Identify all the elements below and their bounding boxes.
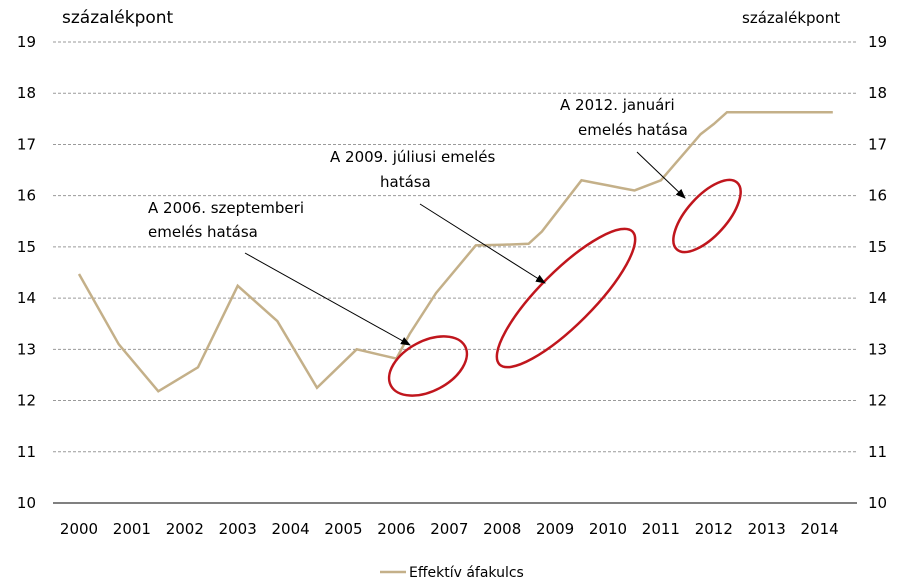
legend: Effektív áfakulcs — [380, 565, 524, 581]
y-tick-label-right: 19 — [868, 33, 887, 51]
y-tick-label-left: 19 — [17, 33, 36, 51]
x-tick-label: 2008 — [483, 520, 521, 538]
y-tick-label-left: 17 — [17, 135, 36, 153]
annotation-2009-line1: A 2009. júliusi emelés — [330, 148, 495, 166]
annotation-arrow-2006 — [244, 252, 411, 346]
y-axis-unit-right: százalékpont — [742, 9, 840, 27]
x-tick-label: 2003 — [219, 520, 257, 538]
x-tick-label: 2011 — [642, 520, 680, 538]
x-axis: 2000 2001 2002 2003 2004 2005 2006 2007 2008 2009… — [53, 502, 857, 538]
y-tick-label-left: 11 — [17, 443, 36, 461]
annotation-2012-line2: emelés hatása — [578, 121, 688, 139]
y-ticks-left: 10 11 12 13 14 15 16 17 18 19 — [17, 33, 36, 512]
highlight-ellipse-2009 — [495, 227, 637, 369]
y-tick-label-right: 17 — [868, 135, 887, 153]
x-tick-label: 2005 — [324, 520, 362, 538]
x-tick-label: 2013 — [748, 520, 786, 538]
y-tick-label-right: 10 — [868, 494, 887, 512]
y-tick-label-right: 18 — [868, 84, 887, 102]
annotation-2012-line1: A 2012. januári — [560, 96, 675, 114]
y-tick-label-right: 13 — [868, 340, 887, 358]
y-tick-label-left: 12 — [17, 392, 36, 410]
x-tick-label: 2007 — [430, 520, 468, 538]
x-tick-label: 2009 — [536, 520, 574, 538]
y-tick-label-right: 14 — [868, 289, 887, 307]
y-tick-label-right: 16 — [868, 187, 887, 205]
y-tick-label-left: 13 — [17, 340, 36, 358]
x-tick-label: 2014 — [801, 520, 839, 538]
x-tick-label: 2001 — [113, 520, 151, 538]
y-tick-label-right: 11 — [868, 443, 887, 461]
y-tick-label-left: 14 — [17, 289, 36, 307]
x-tick-label: 2000 — [60, 520, 98, 538]
annotation-2006-line1: A 2006. szeptemberi — [148, 199, 304, 217]
x-tick-label: 2010 — [589, 520, 627, 538]
y-tick-label-left: 18 — [17, 84, 36, 102]
annotation-2006-line2: emelés hatása — [148, 223, 258, 241]
gridlines — [53, 41, 857, 453]
annotation-arrow-2012 — [636, 151, 686, 199]
annotation-arrow-2009 — [419, 203, 546, 284]
x-tick-label: 2002 — [166, 520, 204, 538]
highlight-ellipse-2012 — [672, 178, 742, 254]
y-tick-label-right: 15 — [868, 238, 887, 256]
annotation-2009-line2: hatása — [380, 173, 431, 191]
x-tick-label: 2006 — [377, 520, 415, 538]
y-tick-label-left: 16 — [17, 187, 36, 205]
x-tick-label: 2004 — [272, 520, 310, 538]
y-axis-unit-left: százalékpont — [62, 8, 174, 28]
x-tick-label: 2012 — [695, 520, 733, 538]
y-ticks-right: 10 11 12 13 14 15 16 17 18 19 — [868, 33, 887, 512]
y-tick-label-right: 12 — [868, 392, 887, 410]
y-tick-label-left: 10 — [17, 494, 36, 512]
legend-label: Effektív áfakulcs — [409, 565, 524, 581]
highlight-ellipse-2006 — [387, 335, 469, 397]
y-tick-label-left: 15 — [17, 238, 36, 256]
